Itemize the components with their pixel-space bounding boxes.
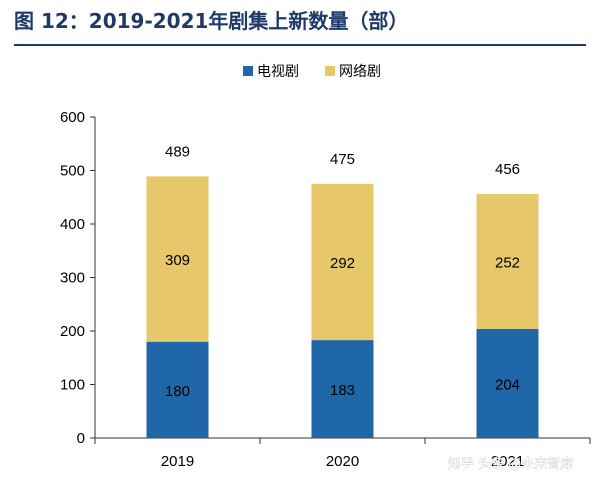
total-label-2019: 489 — [165, 143, 190, 160]
data-label-tv-2021: 204 — [495, 376, 520, 393]
legend: 电视剧 网络剧 — [243, 64, 381, 80]
bar-tv-2019 — [146, 341, 209, 438]
title-underline — [14, 44, 586, 46]
legend-swatch-1 — [243, 66, 253, 76]
legend-label-2: 网络剧 — [339, 64, 381, 80]
chart-title-block: 图 12：2019-2021年剧集上新数量（部） — [14, 4, 586, 38]
x-tick-label: 2020 — [326, 453, 359, 470]
bar-web-2021 — [476, 194, 539, 329]
x-tick-label: 2021 — [491, 453, 524, 470]
bar-web-2019 — [146, 176, 209, 342]
bar-web-2020 — [311, 183, 374, 341]
data-label-web-2020: 292 — [330, 255, 355, 272]
data-label-web-2021: 252 — [495, 254, 520, 271]
y-tick-label: 600 — [60, 109, 85, 126]
y-tick-label: 200 — [60, 323, 85, 340]
x-tick-label: 2019 — [161, 453, 194, 470]
y-tick-label: 0 — [77, 430, 85, 447]
chart-title: 图 12：2019-2021年剧集上新数量（部） — [14, 9, 409, 33]
legend-label-1: 电视剧 — [257, 64, 299, 80]
y-tick-label: 500 — [60, 163, 85, 180]
bar-tv-2020 — [311, 340, 374, 438]
bar-tv-2021 — [476, 328, 539, 438]
data-label-tv-2019: 180 — [165, 383, 190, 400]
total-label-2020: 475 — [330, 151, 355, 168]
data-label-web-2019: 309 — [165, 252, 190, 269]
y-tick-label: 400 — [60, 216, 85, 233]
total-label-2021: 456 — [495, 161, 520, 178]
bars — [146, 176, 539, 438]
y-tick-label: 100 — [60, 377, 85, 394]
y-tick-label: 300 — [60, 270, 85, 287]
watermark-text: 知乎 头条 @未来智库 — [448, 456, 573, 472]
data-labels: 180 309 489 183 292 475 204 252 456 — [165, 143, 520, 399]
legend-swatch-2 — [325, 66, 335, 76]
data-label-tv-2020: 183 — [330, 382, 355, 399]
